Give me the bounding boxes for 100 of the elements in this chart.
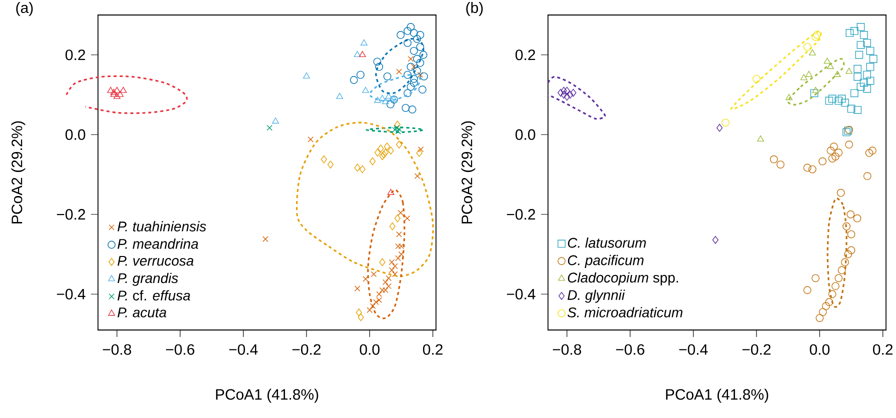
point	[392, 263, 398, 270]
point	[560, 90, 567, 99]
point	[395, 255, 401, 262]
point	[818, 157, 826, 166]
point	[834, 274, 843, 282]
point	[370, 303, 376, 309]
point	[262, 236, 268, 242]
x-tick-label: −0.8	[102, 344, 132, 355]
point	[383, 72, 392, 80]
point	[860, 78, 868, 87]
y-tick-label: −0.4	[56, 288, 86, 300]
legend-label: C. pacificum	[568, 254, 644, 268]
point	[866, 46, 874, 55]
point	[110, 90, 118, 97]
point	[838, 94, 846, 103]
point	[863, 172, 872, 180]
point	[854, 106, 862, 114]
x-tick-label: 0.2	[873, 344, 893, 355]
chart-title: (b)	[466, 2, 483, 16]
point	[358, 313, 364, 322]
point	[376, 297, 382, 303]
point	[808, 49, 816, 56]
point	[845, 140, 853, 149]
point	[320, 155, 327, 164]
legend-label: P. acuta	[118, 308, 166, 318]
point	[846, 68, 853, 74]
point	[392, 126, 398, 133]
point	[413, 34, 421, 43]
y-axis-title: PCoA2 (29.2%)	[11, 121, 26, 224]
point	[375, 62, 384, 71]
point	[840, 98, 849, 107]
point	[825, 298, 834, 306]
point	[398, 243, 404, 250]
y-tick-label: 0.0	[66, 129, 86, 140]
point	[410, 64, 417, 70]
point	[558, 88, 564, 97]
point	[416, 58, 424, 67]
point	[386, 283, 392, 290]
point	[834, 148, 843, 157]
point	[336, 92, 344, 99]
point	[800, 74, 808, 80]
point	[356, 70, 364, 79]
point	[370, 271, 377, 278]
point	[863, 84, 872, 93]
point	[803, 42, 812, 51]
point	[378, 94, 386, 101]
point	[826, 62, 834, 69]
point	[396, 140, 402, 149]
point	[853, 214, 862, 222]
point	[832, 282, 840, 290]
point	[396, 231, 402, 238]
point	[567, 90, 574, 99]
point	[863, 70, 872, 79]
legend-label: C. latusorum	[568, 238, 646, 248]
point	[350, 76, 358, 84]
x-tick-label: −0.2	[292, 344, 321, 355]
point	[374, 96, 382, 103]
point	[359, 165, 366, 174]
point	[404, 38, 412, 47]
point	[420, 72, 428, 80]
point	[362, 276, 368, 282]
legend-label: P. tuahiniensis	[118, 221, 206, 232]
point	[850, 89, 858, 98]
point	[389, 222, 396, 230]
point	[842, 128, 850, 136]
point	[382, 148, 389, 157]
point	[354, 50, 361, 58]
point	[810, 89, 818, 98]
point	[828, 290, 836, 298]
point	[362, 86, 370, 93]
point	[110, 88, 118, 95]
legend-label: S. microadriaticum	[568, 307, 682, 318]
point	[369, 157, 376, 166]
x-tick-label: −0.6	[166, 344, 194, 355]
point	[816, 314, 824, 322]
point	[392, 271, 398, 278]
point	[416, 149, 422, 157]
point	[388, 267, 395, 274]
point	[855, 50, 864, 59]
point	[116, 90, 124, 97]
point	[834, 70, 841, 77]
point	[404, 89, 412, 98]
point	[303, 72, 310, 79]
point	[416, 30, 424, 39]
point	[272, 118, 279, 124]
point	[398, 210, 404, 216]
point	[402, 104, 410, 112]
y-tick-label: −0.2	[56, 209, 86, 220]
point	[410, 74, 418, 83]
point	[418, 146, 424, 152]
point	[413, 54, 421, 63]
point	[379, 287, 386, 294]
point	[419, 50, 428, 59]
point	[384, 142, 390, 151]
point	[113, 86, 120, 93]
point	[406, 62, 415, 71]
point	[808, 165, 816, 174]
point	[860, 30, 868, 39]
point	[404, 215, 410, 222]
point	[776, 160, 784, 168]
